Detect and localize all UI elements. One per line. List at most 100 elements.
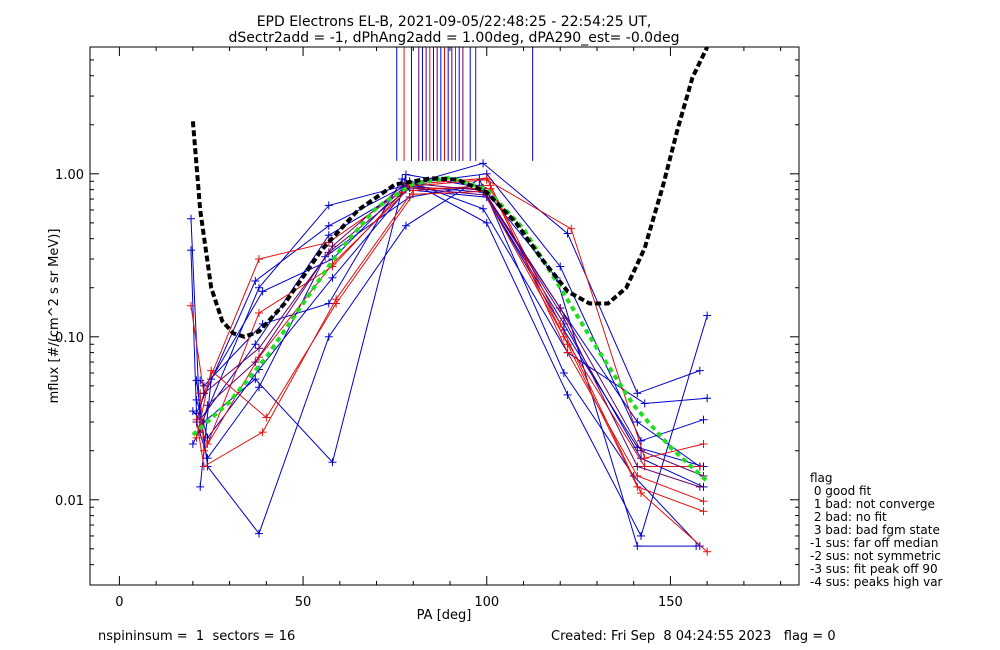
data-point xyxy=(254,255,263,264)
series-line xyxy=(190,162,700,428)
data-point xyxy=(567,224,576,233)
data-point xyxy=(254,529,263,538)
data-point xyxy=(703,311,712,320)
legend-item: 1 bad: not converge xyxy=(810,497,935,511)
data-point xyxy=(187,301,196,310)
data-point xyxy=(563,229,572,238)
series-line xyxy=(196,184,704,467)
series-line xyxy=(199,187,704,512)
data-point xyxy=(254,383,263,392)
fit-curve-black xyxy=(190,47,710,339)
legend-title: flag xyxy=(810,471,833,485)
data-point xyxy=(559,314,568,323)
series-line xyxy=(192,173,697,547)
data-point xyxy=(633,418,642,427)
data-point xyxy=(637,531,646,540)
data-point xyxy=(479,204,488,213)
series-line xyxy=(199,182,700,488)
data-point xyxy=(192,418,201,427)
data-point xyxy=(192,433,201,442)
series-line xyxy=(199,177,708,553)
data-point xyxy=(324,299,333,308)
data-point xyxy=(187,246,196,255)
data-point xyxy=(699,415,708,424)
data-point xyxy=(559,368,568,377)
data-point xyxy=(203,401,212,410)
data-point xyxy=(633,462,642,471)
data-point xyxy=(703,547,712,556)
data-point xyxy=(479,159,488,168)
data-point xyxy=(482,218,491,227)
chart-title: EPD Electrons EL-B, 2021-09-05/22:48:25 … xyxy=(257,14,652,30)
data-layer xyxy=(187,47,712,556)
axes-layer: 0 50 100 150 0.01 0.10 1.00 xyxy=(55,46,799,610)
data-point xyxy=(251,358,260,367)
data-point xyxy=(695,366,704,375)
data-point xyxy=(556,262,565,271)
data-point xyxy=(332,299,341,308)
data-point xyxy=(637,489,646,498)
data-point xyxy=(637,446,646,455)
data-point xyxy=(196,482,205,491)
y-tick-label: 0.01 xyxy=(55,494,84,509)
data-point xyxy=(258,428,267,437)
data-point xyxy=(699,507,708,516)
data-point xyxy=(199,446,208,455)
data-point xyxy=(203,454,212,463)
data-point xyxy=(254,344,263,353)
legend-item: 0 good fit xyxy=(810,484,872,498)
y-tick-label: 1.00 xyxy=(55,168,84,183)
footer-right: Created: Fri Sep 8 04:24:55 2023 flag = … xyxy=(551,629,836,644)
legend-item: -1 sus: far off median xyxy=(810,536,938,550)
data-point xyxy=(199,462,208,471)
y-tick-label: 0.10 xyxy=(55,331,84,346)
data-point xyxy=(633,482,642,491)
series-line xyxy=(199,180,708,538)
data-point xyxy=(187,214,196,223)
y-axis-label: mflux [#/(cm^2 s sr MeV)] xyxy=(47,229,62,404)
x-tick-label: 0 xyxy=(115,595,123,610)
data-point xyxy=(251,276,260,285)
data-point xyxy=(251,340,260,349)
data-point xyxy=(640,399,649,408)
footer-left: nspininsum = 1 sectors = 16 xyxy=(98,629,295,644)
x-tick-label: 50 xyxy=(295,595,312,610)
data-point xyxy=(324,201,333,210)
series-line xyxy=(196,184,704,502)
data-point xyxy=(199,389,208,398)
series-line xyxy=(196,190,700,467)
data-point xyxy=(328,458,337,467)
data-point xyxy=(633,542,642,551)
data-point xyxy=(640,454,649,463)
data-point xyxy=(703,394,712,403)
data-point xyxy=(324,231,333,240)
plot-frame xyxy=(89,46,800,586)
legend-item: -3 sus: fit peak off 90 xyxy=(810,562,938,576)
series-line xyxy=(196,187,704,477)
x-axis-label: PA [deg] xyxy=(417,608,472,623)
data-point xyxy=(254,308,263,317)
data-point xyxy=(633,471,642,480)
data-point xyxy=(637,436,646,445)
data-point xyxy=(563,390,572,399)
legend-item: -4 sus: peaks high var xyxy=(810,575,943,589)
data-point xyxy=(563,340,572,349)
legend: flag 0 good fit 1 bad: not converge 2 ba… xyxy=(810,471,943,589)
data-point xyxy=(692,542,701,551)
data-point xyxy=(192,395,201,404)
legend-item: -2 sus: not symmetric xyxy=(810,549,941,563)
data-point xyxy=(207,366,216,375)
data-point xyxy=(258,287,267,296)
data-point xyxy=(254,283,263,292)
data-point xyxy=(188,439,197,448)
legend-item: 3 bad: bad fgm state xyxy=(810,523,940,537)
data-point xyxy=(563,348,572,357)
data-point xyxy=(188,407,197,416)
data-point xyxy=(328,242,337,251)
data-point xyxy=(409,190,418,199)
data-point xyxy=(401,170,410,179)
chart-subtitle: dSectr2add = -1, dPhAng2add = 1.00deg, d… xyxy=(229,30,680,46)
data-point xyxy=(699,497,708,506)
data-point xyxy=(251,375,260,384)
